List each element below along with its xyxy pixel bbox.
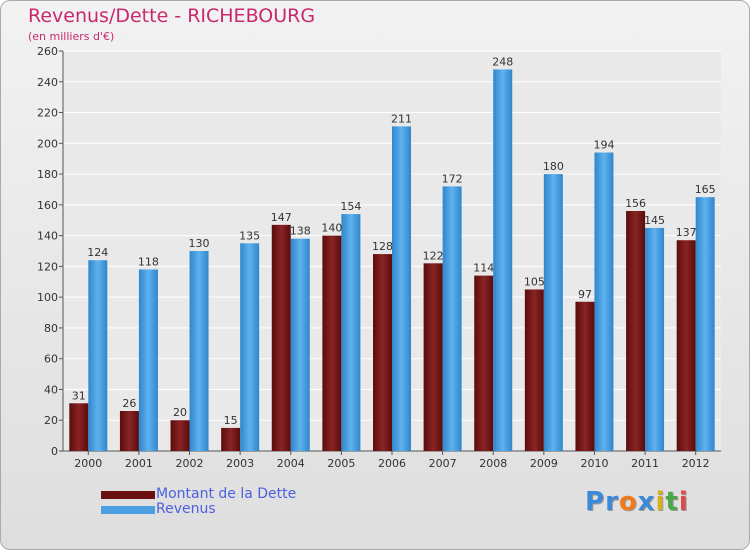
data-label-dette: 20 (173, 406, 187, 419)
bar-dette (221, 427, 241, 451)
chart-subtitle: (en milliers d'€) (28, 30, 115, 43)
y-tick-label: 200 (37, 137, 58, 150)
bar-dette (170, 420, 190, 451)
bar-revenus (493, 69, 513, 451)
y-tick-label: 40 (44, 383, 58, 396)
bar-revenus (392, 126, 411, 451)
bar-revenus (645, 227, 665, 451)
x-tick-label: 2002 (176, 457, 204, 470)
bar-dette (373, 254, 392, 451)
data-label-revenus: 135 (239, 229, 260, 242)
data-label-revenus: 165 (695, 183, 716, 196)
data-label-revenus: 145 (644, 214, 665, 227)
y-tick-label: 100 (37, 291, 58, 304)
axes: 0204060801001201401601802002202402602000… (37, 45, 721, 470)
bar-revenus (695, 197, 715, 451)
legend-label-dette: Montant de la Dette (156, 486, 297, 502)
bar-dette (322, 235, 342, 451)
data-label-revenus: 130 (189, 237, 210, 250)
y-tick-label: 20 (44, 414, 58, 427)
data-label-revenus: 172 (442, 172, 463, 185)
bar-dette (524, 289, 544, 451)
bar-revenus (240, 243, 260, 451)
data-label-revenus: 194 (593, 139, 614, 152)
y-tick-label: 260 (37, 45, 58, 58)
bar-dette (271, 224, 291, 451)
bar-dette (69, 403, 89, 451)
bar-dette (676, 240, 696, 451)
x-tick-label: 2007 (429, 457, 457, 470)
y-tick-label: 60 (44, 353, 58, 366)
x-tick-label: 2010 (580, 457, 608, 470)
x-tick-label: 2008 (479, 457, 507, 470)
x-tick-label: 2004 (277, 457, 305, 470)
logo-letter: r (605, 487, 619, 517)
bar-revenus (341, 214, 361, 451)
bar-dette (119, 411, 139, 451)
x-tick-label: 2006 (378, 457, 406, 470)
logo-letter: t (665, 487, 679, 517)
legend-label-revenus: Revenus (156, 501, 216, 517)
data-label-dette: 147 (271, 211, 292, 224)
logo-letter: P (585, 487, 606, 517)
data-label-revenus: 154 (340, 200, 361, 213)
logo-letter: i (678, 487, 689, 517)
x-tick-label: 2009 (530, 457, 558, 470)
y-tick-label: 180 (37, 168, 58, 181)
data-label-dette: 114 (473, 262, 494, 275)
data-label-dette: 97 (578, 288, 592, 301)
data-label-revenus: 138 (290, 225, 311, 238)
y-tick-label: 140 (37, 230, 58, 243)
logo-letter: o (618, 487, 638, 517)
logo-letter: x (637, 487, 656, 517)
data-label-dette: 128 (372, 240, 393, 253)
y-tick-label: 240 (37, 76, 58, 89)
data-label-revenus: 248 (492, 55, 513, 68)
data-label-dette: 140 (321, 222, 342, 235)
y-tick-label: 0 (51, 445, 58, 458)
bars (69, 69, 715, 452)
data-label-dette: 26 (122, 397, 136, 410)
y-tick-label: 220 (37, 107, 58, 120)
legend-swatch-revenus (101, 506, 155, 514)
data-label-revenus: 211 (391, 112, 412, 125)
data-label-dette: 122 (423, 249, 444, 262)
data-label-revenus: 118 (138, 255, 159, 268)
bar-revenus (189, 251, 209, 451)
data-label-dette: 105 (524, 275, 545, 288)
bar-revenus (594, 152, 614, 452)
bar-dette (626, 211, 646, 451)
y-tick-label: 80 (44, 322, 58, 335)
bar-revenus (442, 186, 462, 451)
y-tick-label: 160 (37, 199, 58, 212)
bar-revenus (138, 269, 158, 451)
bar-dette (423, 263, 443, 451)
x-tick-label: 2000 (74, 457, 102, 470)
y-tick-label: 120 (37, 260, 58, 273)
data-label-revenus: 124 (87, 246, 108, 259)
bar-revenus (290, 238, 310, 451)
x-tick-label: 2011 (631, 457, 659, 470)
data-label-dette: 137 (676, 226, 697, 239)
x-tick-label: 2001 (125, 457, 153, 470)
data-label-dette: 156 (625, 197, 646, 210)
x-tick-label: 2005 (327, 457, 355, 470)
logo-letter: i (655, 487, 666, 517)
legend-swatch-dette (101, 491, 155, 499)
chart-title: Revenus/Dette - RICHEBOURG (28, 5, 316, 27)
x-tick-label: 2012 (682, 457, 710, 470)
bar-dette (474, 275, 494, 451)
data-label-dette: 15 (224, 414, 238, 427)
data-label-dette: 31 (72, 389, 86, 402)
proxiti-logo: Proxiti (585, 487, 689, 517)
bar-revenus (88, 260, 108, 451)
x-tick-label: 2003 (226, 457, 254, 470)
bar-revenus (543, 174, 563, 452)
bar-dette (575, 301, 595, 451)
data-label-revenus: 180 (543, 160, 564, 173)
